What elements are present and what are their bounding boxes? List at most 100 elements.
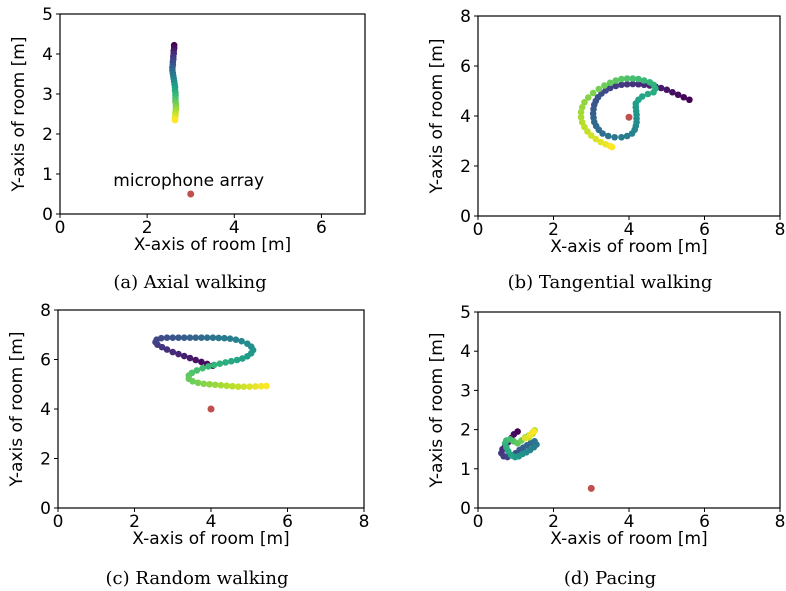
- panel-random-walking: 0 2 4 6 8 0 2 4 6 8 X-axis of room [m] Y-axis of ro…: [7, 301, 369, 589]
- y-tick-label: 4: [40, 400, 51, 420]
- y-tick-label: 5: [460, 303, 471, 323]
- trajectory-point: [604, 132, 612, 140]
- x-tick-label: 0: [473, 512, 484, 532]
- panel-pacing: 0 2 4 6 8 0 1 2 3 4 5 X-axis of room [m] Y-axis of r…: [427, 303, 785, 589]
- y-tick-label: 2: [42, 125, 53, 145]
- y-tick-label: 2: [460, 421, 471, 441]
- trajectory-point: [186, 354, 194, 362]
- y-tick-label: 4: [460, 342, 471, 362]
- trajectory-point: [175, 350, 182, 358]
- y-axis-label: Y-axis of room [m]: [7, 332, 27, 488]
- trajectory-point: [623, 80, 631, 88]
- trajectory-point: [257, 382, 265, 390]
- x-tick-label: 8: [359, 512, 370, 532]
- trajectory-point: [171, 116, 179, 124]
- trajectory-point: [623, 75, 631, 82]
- trajectory-point: [623, 132, 631, 140]
- trajectory-point: [629, 75, 637, 82]
- x-tick-label: 2: [142, 218, 153, 238]
- y-tick-label: 2: [460, 157, 471, 177]
- y-tick-label: 8: [460, 7, 471, 27]
- trajectory-point: [635, 75, 642, 83]
- panel-caption: (d) Pacing: [564, 568, 656, 589]
- trajectory-point: [663, 86, 671, 94]
- x-tick-label: 0: [55, 218, 66, 238]
- trajectory-point: [198, 334, 205, 342]
- trajectory-point: [233, 356, 241, 364]
- trajectory-point: [232, 336, 240, 344]
- x-tick-label: 4: [206, 512, 217, 532]
- panel-axial-walking: 0 2 4 6 0 1 2 3 4 5 X-axis of room [m] Y-axis of ro…: [9, 5, 366, 293]
- x-tick-label: 6: [699, 220, 710, 240]
- trajectory-point: [646, 78, 654, 86]
- trajectory-point: [175, 334, 182, 342]
- trajectory-point: [169, 334, 177, 342]
- trajectory-point: [199, 364, 206, 372]
- y-tick-label: 0: [460, 499, 471, 519]
- trajectory-point: [521, 434, 529, 442]
- trajectory-point: [578, 103, 586, 111]
- y-axis-label: Y-axis of room [m]: [9, 37, 29, 193]
- trajectory-point: [644, 90, 652, 98]
- x-tick-label: 0: [53, 512, 64, 532]
- panel-caption: (a) Axial walking: [113, 272, 266, 293]
- microphone-array-marker: [625, 113, 633, 121]
- y-tick-label: 3: [42, 85, 53, 105]
- trajectory-point: [592, 135, 600, 143]
- trajectory-point: [163, 346, 171, 353]
- trajectory-point: [216, 360, 224, 368]
- trajectory-point: [657, 84, 665, 92]
- trajectory-point: [606, 79, 614, 87]
- trajectory-point: [587, 132, 595, 139]
- trajectory-point: [577, 108, 585, 116]
- trajectory-point: [618, 75, 625, 83]
- trajectory-point: [206, 380, 213, 388]
- x-tick-label: 2: [548, 512, 559, 532]
- plot-frame: [477, 311, 781, 509]
- x-tick-label: 6: [282, 512, 293, 532]
- y-tick-label: 3: [460, 381, 471, 401]
- trajectory-point: [203, 334, 211, 342]
- trajectory-point: [215, 334, 222, 342]
- trajectory-point: [599, 130, 606, 137]
- x-tick-label: 2: [548, 220, 559, 240]
- trajectory-point: [601, 82, 608, 89]
- trajectory-point: [226, 335, 234, 343]
- y-tick-label: 6: [460, 57, 471, 77]
- trajectory-point: [530, 428, 538, 435]
- trajectory-point: [577, 113, 585, 121]
- trajectory-point: [618, 81, 625, 89]
- trajectory-point: [194, 379, 202, 387]
- y-tick-label: 6: [40, 351, 51, 371]
- trajectory-point: [198, 358, 205, 366]
- trajectory-point: [240, 383, 248, 391]
- trajectory-point: [635, 80, 642, 88]
- panel-caption: (b) Tangential walking: [508, 272, 713, 293]
- y-tick-label: 1: [460, 460, 471, 480]
- x-tick-label: 6: [699, 512, 710, 532]
- y-axis-label: Y-axis of room [m]: [427, 39, 447, 195]
- trajectory-point: [638, 93, 646, 100]
- trajectory-point: [674, 91, 682, 99]
- microphone-array-marker: [587, 484, 595, 492]
- trajectory-point: [252, 383, 259, 390]
- trajectory-point: [669, 88, 676, 96]
- trajectory-point: [239, 355, 246, 362]
- trajectory-point: [263, 382, 270, 390]
- x-tick-label: 8: [775, 512, 786, 532]
- y-tick-label: 0: [40, 499, 51, 519]
- trajectory-point: [595, 85, 603, 93]
- trajectory-point: [629, 80, 637, 88]
- trajectory-point: [612, 77, 620, 84]
- trajectory-point: [608, 143, 616, 151]
- y-tick-label: 5: [42, 5, 53, 25]
- microphone-array-marker: [207, 405, 215, 413]
- x-axis-label: X-axis of room [m]: [134, 235, 291, 255]
- trajectory-point: [612, 82, 620, 90]
- y-tick-label: 4: [460, 107, 471, 127]
- trajectory-point: [227, 357, 235, 365]
- microphone-array-marker: [187, 190, 195, 198]
- trajectory-point: [205, 363, 212, 370]
- x-tick-label: 4: [624, 220, 635, 240]
